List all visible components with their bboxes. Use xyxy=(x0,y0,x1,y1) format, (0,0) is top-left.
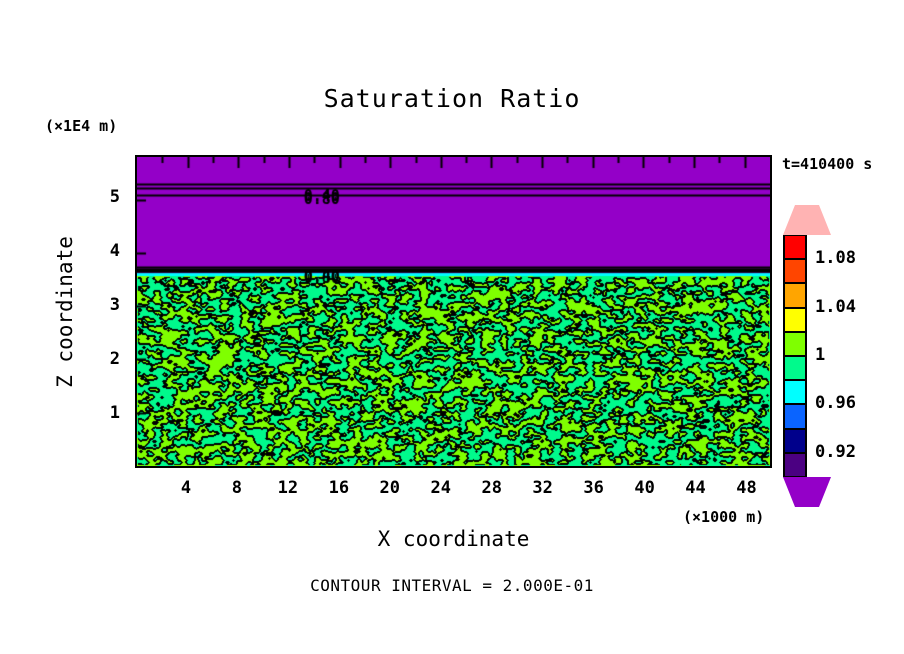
colorbar-band xyxy=(783,307,807,332)
colorbar-tick-label: 1 xyxy=(815,345,826,365)
colorbar-band xyxy=(783,259,807,284)
colorbar-over-arrow xyxy=(783,205,831,235)
x-tick-label: 16 xyxy=(328,478,350,498)
colorbar-tick-label: 0.92 xyxy=(815,441,856,462)
contour-plot-area xyxy=(135,155,772,468)
colorbar-tick-label: 1.08 xyxy=(815,248,856,269)
x-tick-label: 44 xyxy=(685,478,706,498)
colorbar-tick-label: 1.04 xyxy=(815,296,856,317)
x-axis-unit-label: (×1000 m) xyxy=(683,508,765,526)
x-tick-label: 8 xyxy=(231,478,243,498)
x-tick-label: 32 xyxy=(532,478,553,498)
x-tick-label: 28 xyxy=(481,478,502,498)
x-tick-label: 12 xyxy=(277,478,299,498)
page-title: Saturation Ratio xyxy=(323,84,581,113)
x-tick-label: 48 xyxy=(736,478,757,498)
colorbar-band xyxy=(783,404,807,429)
colorbar-band xyxy=(783,356,807,381)
x-tick-label: 4 xyxy=(180,478,192,498)
contour-interval-caption: CONTOUR INTERVAL = 2.000E-01 xyxy=(310,576,594,595)
colorbar-tick-label: 0.96 xyxy=(815,393,856,414)
colorbar xyxy=(783,235,807,477)
x-tick-label: 20 xyxy=(379,478,401,498)
y-tick-label: 1 xyxy=(109,403,120,424)
colorbar-band xyxy=(783,235,807,260)
x-tick-label: 24 xyxy=(430,478,451,498)
colorbar-band xyxy=(783,452,807,477)
saturation-field-canvas xyxy=(137,157,770,466)
y-tick-label: 4 xyxy=(109,241,120,262)
y-tick-label: 3 xyxy=(109,295,120,316)
colorbar-band xyxy=(783,428,807,453)
colorbar-band xyxy=(783,380,807,405)
x-tick-label: 40 xyxy=(634,478,655,498)
colorbar-under-arrow xyxy=(783,477,831,507)
colorbar-band xyxy=(783,283,807,308)
x-axis-title: X coordinate xyxy=(377,527,530,551)
y-tick-label: 5 xyxy=(109,187,120,208)
colorbar-band xyxy=(783,331,807,356)
y-axis-title: Z coordinate xyxy=(53,236,77,388)
y-tick-label: 2 xyxy=(109,349,120,370)
x-tick-label: 36 xyxy=(583,478,604,498)
y-axis-unit-label: (×1E4 m) xyxy=(45,117,118,135)
time-annotation: t=410400 s xyxy=(782,155,873,173)
